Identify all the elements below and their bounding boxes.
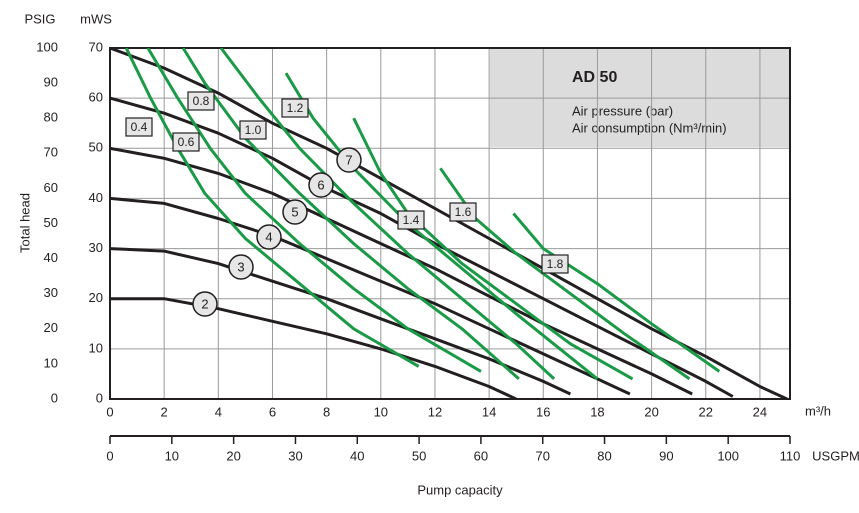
x-tick-label: 16 <box>536 404 550 419</box>
y-tick-label: 10 <box>89 340 103 355</box>
y-tick-label: 40 <box>89 190 103 205</box>
x-axis-label: Pump capacity <box>417 482 503 497</box>
x2-tick-label: 10 <box>165 448 179 463</box>
x-tick-label: 10 <box>374 404 388 419</box>
y2-tick-label: 40 <box>44 250 58 265</box>
y2-unit: PSIG <box>24 11 55 26</box>
x2-tick-label: 40 <box>350 448 364 463</box>
series-label: 5 <box>291 204 298 219</box>
series-line <box>110 146 693 396</box>
series-label-badge <box>125 117 153 137</box>
x-tick-label: 8 <box>323 404 330 419</box>
series-label: 0.8 <box>193 94 210 108</box>
plot-frame <box>109 47 791 400</box>
series-label: 0.6 <box>178 135 195 149</box>
chart-title: AD 50 <box>572 69 617 86</box>
x-tick-label: 12 <box>428 404 442 419</box>
x2-tick-label: 50 <box>412 448 426 463</box>
series-label-badge <box>449 202 477 222</box>
series-line <box>110 196 631 396</box>
x-unit: m³/h <box>805 403 831 418</box>
series-label-badge <box>256 224 282 250</box>
series-label: 2 <box>201 296 208 311</box>
x-tick-label: 6 <box>269 404 276 419</box>
series-label: 7 <box>345 152 352 167</box>
x2-tick-label: 110 <box>780 448 801 463</box>
x2-tick-label: 0 <box>106 448 113 463</box>
series-label-badge <box>192 291 218 317</box>
series-label: 1.2 <box>287 101 304 115</box>
y-tick-label: 30 <box>89 240 103 255</box>
x2-unit: USGPM <box>812 448 859 463</box>
y2-tick-label: 100 <box>36 39 58 54</box>
series-label-badge <box>172 132 200 152</box>
legend-line: Air consumption (Nm³/min) <box>572 120 727 135</box>
y-tick-label: 20 <box>89 290 103 305</box>
y2-tick-label: 80 <box>44 110 58 125</box>
y2-tick-label: 70 <box>44 145 58 160</box>
y2-tick-label: 30 <box>44 285 58 300</box>
x-tick-label: 24 <box>753 404 767 419</box>
series-label-badge <box>308 172 334 198</box>
x2-tick-label: 90 <box>659 448 673 463</box>
series-line <box>110 48 788 399</box>
series-label: 3 <box>237 259 244 274</box>
series-label: 1.6 <box>455 205 472 219</box>
x-tick-label: 4 <box>215 404 222 419</box>
series-line <box>146 48 482 373</box>
y2-tick-label: 10 <box>44 355 58 370</box>
series-label: 1.4 <box>403 213 420 227</box>
series-line <box>124 48 420 368</box>
x2-tick-label: 100 <box>717 448 739 463</box>
y2-tick-label: 90 <box>44 75 58 90</box>
series-label: 1.0 <box>245 123 262 137</box>
x2-tick-label: 80 <box>597 448 611 463</box>
series-line <box>352 117 634 381</box>
x-tick-label: 22 <box>699 404 713 419</box>
series-label-badge <box>228 254 254 280</box>
series-label-badge <box>239 120 267 140</box>
y-tick-label: 50 <box>89 140 103 155</box>
series-label: 1.8 <box>547 257 564 271</box>
x2-tick-label: 20 <box>226 448 240 463</box>
series-line <box>110 247 572 396</box>
series-label: 0.4 <box>131 120 148 134</box>
y-unit: mWS <box>80 11 112 26</box>
series-label-badge <box>281 98 309 118</box>
series-label: 6 <box>317 177 324 192</box>
x-tick-label: 14 <box>482 404 496 419</box>
x2-tick-label: 60 <box>474 448 488 463</box>
x-tick-label: 20 <box>644 404 658 419</box>
series-label: 4 <box>265 229 272 244</box>
legend-line: Air pressure (bar) <box>572 103 673 118</box>
y-tick-label: 60 <box>89 90 103 105</box>
x-tick-label: 0 <box>106 404 113 419</box>
series-line <box>110 297 517 399</box>
series-label-badge <box>541 254 569 274</box>
y2-tick-label: 50 <box>44 215 58 230</box>
series-line <box>219 48 556 381</box>
x2-tick-label: 70 <box>535 448 549 463</box>
y2-tick-label: 60 <box>44 180 58 195</box>
x-tick-label: 2 <box>161 404 168 419</box>
y2-tick-label: 20 <box>44 320 58 335</box>
series-label-badge <box>187 91 215 111</box>
series-label-badge <box>282 199 308 225</box>
y-tick-label: 70 <box>89 39 103 54</box>
series-line <box>512 212 721 373</box>
x-tick-label: 18 <box>590 404 604 419</box>
series-label-badge <box>397 210 425 230</box>
y-tick-label: 0 <box>96 390 103 405</box>
y-axis-label: Total head <box>17 193 32 253</box>
series-label-badge <box>336 147 362 173</box>
x2-tick-label: 30 <box>288 448 302 463</box>
y2-tick-label: 0 <box>51 390 58 405</box>
legend-box <box>490 48 790 147</box>
